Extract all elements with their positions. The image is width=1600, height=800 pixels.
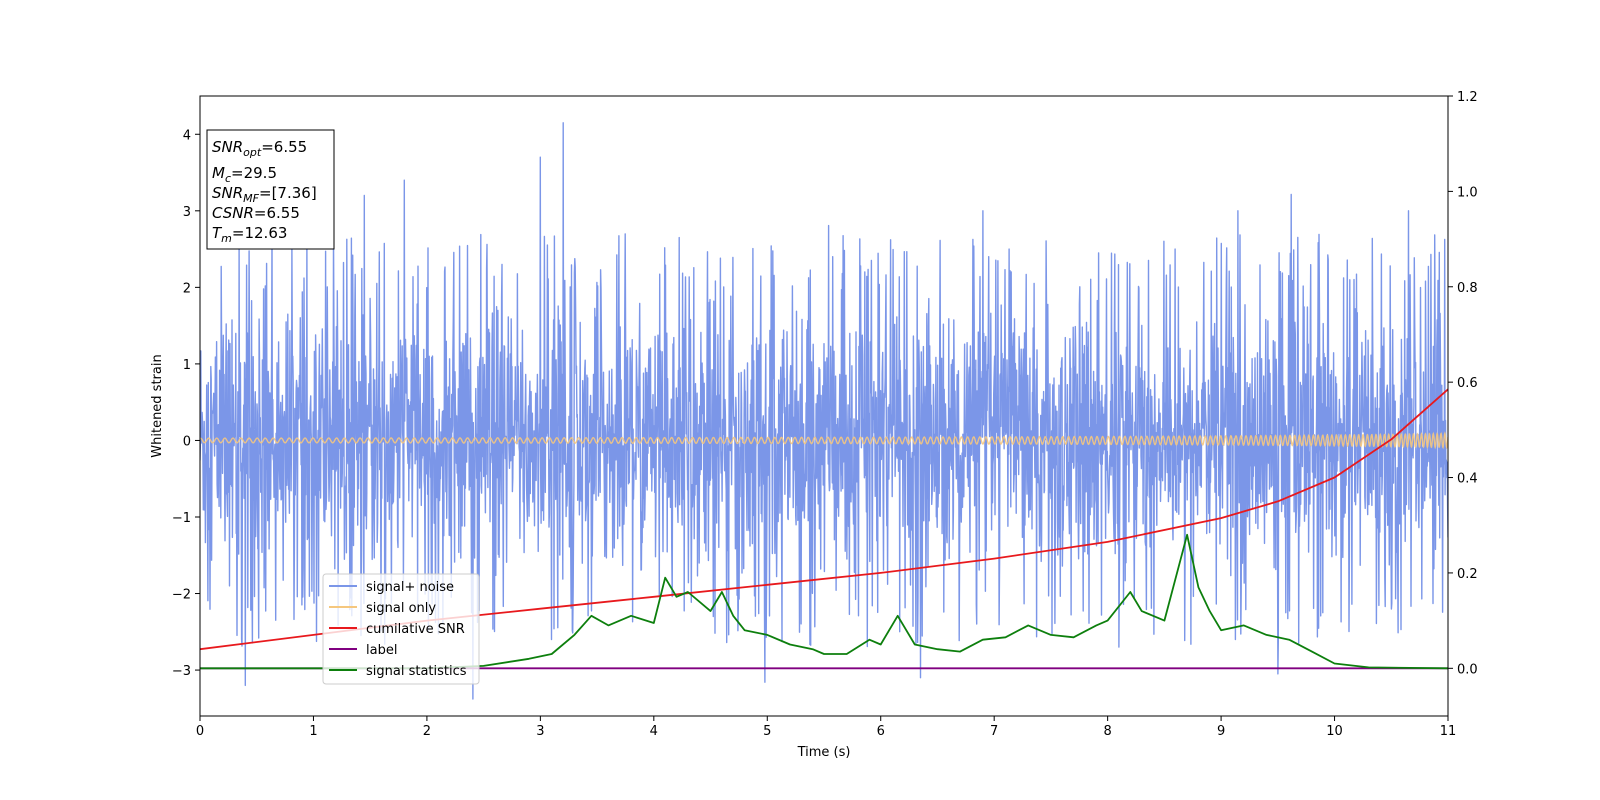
y2-tick-label: 0.4 [1457,472,1478,487]
y2-tick-label: 0.0 [1457,662,1478,677]
legend-entry-signal-only: signal only [329,601,436,616]
legend-entry-label: label [329,643,397,658]
stat-csnr: CSNR=6.55 [212,204,300,222]
x-tick-label: 4 [650,724,658,739]
legend-entry-signal-noise: signal+ noise [329,580,454,595]
y-tick-label: 0 [183,434,191,449]
legend-label-signal-statistics: signal statistics [366,664,467,679]
y2-tick-label: 0.2 [1457,567,1478,582]
x-tick-label: 3 [536,724,544,739]
y-tick-label: −1 [172,511,191,526]
series-line-signal-noise [200,122,1448,700]
y2-tick-label: 1.2 [1457,90,1478,105]
x-tick-label: 6 [877,724,885,739]
x-tick-label: 11 [1440,724,1457,739]
y-tick-label: 4 [183,128,191,143]
stat-tm: Tm=12.63 [212,224,287,245]
legend: signal+ noise signal only cumilative SNR… [322,573,480,685]
plot-frame [199,95,1449,717]
x-tick-label: 7 [990,724,998,739]
legend-entry-signal-statistics: signal statistics [329,664,467,679]
stat-snr-mf: SNRMF=[7.36] [212,184,317,205]
y-tick-label: 1 [183,358,191,373]
y2-tick-label: 1.0 [1457,185,1478,200]
x-axis-label: Time (s) [797,745,851,760]
legend-label-signal-noise: signal+ noise [366,580,454,595]
y-tick-label: 2 [183,281,191,296]
x-axis: 0 1 2 3 4 5 6 7 8 9 10 11 [196,716,1456,739]
y-axis-label: Whitened strain [150,354,165,457]
legend-entry-cumulative-snr: cumilative SNR [329,622,465,637]
x-tick-label: 1 [309,724,317,739]
stat-mc: Mc=29.5 [212,164,277,185]
legend-label-label: label [366,643,397,658]
stat-snr-opt: SNRopt=6.55 [212,138,307,159]
x-tick-label: 5 [763,724,771,739]
y2-tick-label: 0.6 [1457,376,1478,391]
y-tick-label: 3 [183,205,191,220]
x-tick-label: 2 [423,724,431,739]
legend-label-signal-only: signal only [366,601,436,616]
y-tick-label: −3 [172,664,191,679]
x-tick-label: 8 [1103,724,1111,739]
legend-label-cumulative-snr: cumilative SNR [366,622,465,637]
y2-tick-label: 0.8 [1457,281,1478,296]
stats-box: SNRopt=6.55 Mc=29.5 SNRMF=[7.36] CSNR=6.… [206,129,335,250]
series-line-signal-statistics [200,533,1448,670]
series-line-signal-only [200,431,1448,450]
x-tick-label: 0 [196,724,204,739]
x-tick-label: 9 [1217,724,1225,739]
x-tick-label: 10 [1326,724,1343,739]
y-axis-left: −3 −2 −1 0 1 2 3 4 [172,128,200,679]
y-tick-label: −2 [172,588,191,603]
y-axis-right: 0.0 0.2 0.4 0.6 0.8 1.0 1.2 [1448,90,1478,677]
